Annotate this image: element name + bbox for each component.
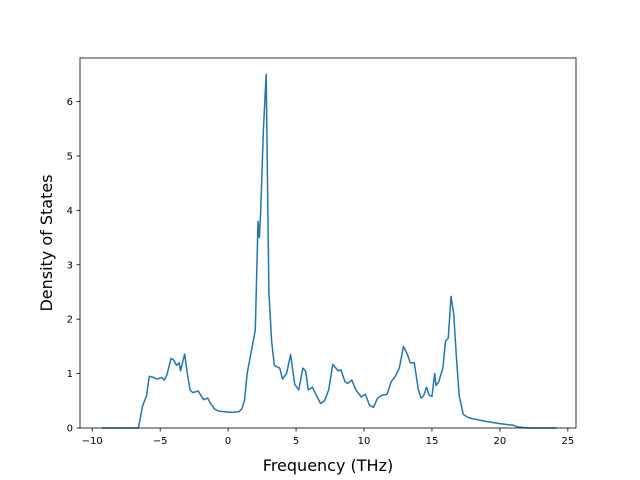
y-axis-ticks: 0 1 2 3 4 5 6 [67, 97, 80, 435]
x-tick-label: −10 [82, 436, 103, 447]
series-line-0 [101, 73, 557, 429]
y-axis-label: Density of States [37, 174, 56, 311]
y-tick-label: 3 [67, 260, 73, 271]
series-layer [101, 73, 557, 429]
x-tick-label: 10 [358, 436, 371, 447]
x-tick-label: 5 [293, 436, 299, 447]
x-axis-label: Frequency (THz) [263, 456, 393, 475]
y-tick-label: 6 [67, 97, 73, 108]
y-tick-label: 0 [67, 424, 73, 435]
x-tick-label: 20 [494, 436, 507, 447]
x-tick-label: 0 [225, 436, 231, 447]
y-tick-label: 5 [67, 151, 73, 162]
x-tick-label: 25 [561, 436, 574, 447]
y-tick-label: 4 [67, 206, 73, 217]
axes-frame [79, 57, 577, 429]
y-tick-label: 2 [67, 315, 73, 326]
y-tick-label: 1 [67, 369, 73, 380]
x-tick-label: −5 [153, 436, 168, 447]
x-axis-ticks: −10 −5 0 5 10 15 20 25 [82, 428, 574, 447]
plot-area [80, 58, 576, 428]
x-tick-label: 15 [426, 436, 439, 447]
